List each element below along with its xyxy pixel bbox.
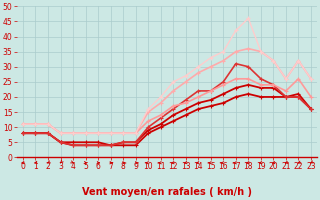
X-axis label: Vent moyen/en rafales ( km/h ): Vent moyen/en rafales ( km/h ) [82, 187, 252, 197]
